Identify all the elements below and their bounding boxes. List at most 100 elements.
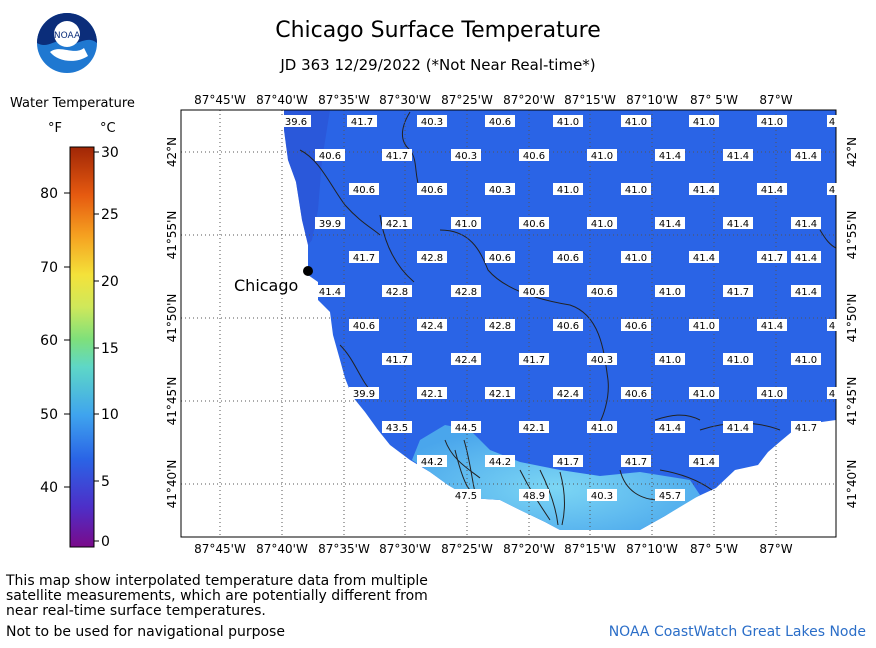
temperature-value: 40.3 (587, 353, 617, 366)
temperature-value: 41.7 (553, 455, 583, 468)
svg-text:NOAA: NOAA (54, 31, 81, 41)
lon-label: 87° 5'W (690, 542, 738, 556)
latitude-labels-right: 42°N 41°55'N 41°50'N 41°45'N 41°40'N (845, 137, 859, 509)
c-tick-label: 10 (101, 407, 119, 423)
temperature-value: 42.8 (417, 251, 447, 264)
disclaimer-text: This map show interpolated temperature d… (6, 573, 428, 619)
svg-text:44.2: 44.2 (421, 457, 443, 468)
temperature-value: 41.4 (757, 183, 787, 196)
temperature-value: 41.0 (689, 319, 719, 332)
temperature-value: 42.4 (553, 387, 583, 400)
lon-label: 87°25'W (441, 542, 493, 556)
svg-text:42.8: 42.8 (455, 287, 477, 298)
svg-text:41.0: 41.0 (761, 389, 783, 400)
temperature-value: 41.4 (757, 319, 787, 332)
temperature-value: 41.4 (791, 285, 821, 298)
svg-text:40.6: 40.6 (557, 253, 579, 264)
temperature-value: 39.6 (281, 115, 311, 128)
temperature-value: 41.0 (655, 285, 685, 298)
temperature-value: 44.2 (485, 455, 515, 468)
svg-text:41.4: 41.4 (795, 287, 817, 298)
temperature-value: 41.0 (587, 149, 617, 162)
temperature-value: 47.5 (451, 489, 481, 502)
temperature-value: 41.0 (689, 115, 719, 128)
svg-text:43.5: 43.5 (386, 423, 408, 434)
temperature-value: 41.4 (655, 149, 685, 162)
lon-label: 87°45'W (194, 542, 246, 556)
svg-text:4: 4 (829, 185, 835, 196)
svg-text:40.6: 40.6 (523, 151, 545, 162)
temperature-value: 41.7 (349, 251, 379, 264)
c-tick-label: 20 (101, 274, 119, 290)
f-tick-label: 40 (40, 480, 58, 496)
c-tick-label: 5 (101, 474, 110, 490)
svg-text:41.4: 41.4 (659, 219, 681, 230)
temperature-value: 41.0 (757, 387, 787, 400)
temperature-value: 41.4 (791, 149, 821, 162)
svg-text:41.7: 41.7 (386, 151, 408, 162)
svg-text:40.6: 40.6 (523, 287, 545, 298)
svg-text:41.4: 41.4 (727, 219, 749, 230)
lon-label: 87°W (759, 93, 792, 107)
temperature-value: 39.9 (315, 217, 345, 230)
warm-water-zone (412, 425, 700, 530)
lon-label: 87°15'W (564, 542, 616, 556)
svg-text:41.0: 41.0 (693, 117, 715, 128)
temperature-value: 40.6 (519, 217, 549, 230)
temperature-value: 41.4 (723, 421, 753, 434)
temperature-value: 41.0 (655, 353, 685, 366)
svg-text:40.3: 40.3 (489, 185, 511, 196)
svg-text:41.7: 41.7 (727, 287, 749, 298)
lon-label: 87°10'W (626, 93, 678, 107)
svg-text:42.8: 42.8 (421, 253, 443, 264)
unit-fahrenheit: °F (48, 121, 62, 136)
temperature-value: 41.0 (791, 353, 821, 366)
svg-text:40.6: 40.6 (353, 321, 375, 332)
temperature-value: 40.6 (553, 251, 583, 264)
svg-text:41.7: 41.7 (523, 355, 545, 366)
svg-text:45.7: 45.7 (659, 491, 681, 502)
temperature-value: 41.4 (791, 217, 821, 230)
svg-text:42.4: 42.4 (455, 355, 477, 366)
temperature-value: 42.1 (485, 387, 515, 400)
temperature-value: 40.6 (485, 115, 515, 128)
temperature-value: 44.2 (417, 455, 447, 468)
svg-text:39.9: 39.9 (353, 389, 375, 400)
temperature-value: 41.7 (791, 421, 821, 434)
temperature-value: 4 (827, 183, 837, 196)
temperature-value: 40.3 (485, 183, 515, 196)
svg-text:4: 4 (829, 117, 835, 128)
svg-text:42.8: 42.8 (489, 321, 511, 332)
lon-label: 87°30'W (379, 542, 431, 556)
svg-text:41.0: 41.0 (625, 117, 647, 128)
svg-text:41.0: 41.0 (693, 389, 715, 400)
temperature-value: 40.6 (519, 285, 549, 298)
temperature-value: 40.6 (519, 149, 549, 162)
svg-text:40.3: 40.3 (591, 491, 613, 502)
temperature-value: 43.5 (382, 421, 412, 434)
svg-text:41.0: 41.0 (455, 219, 477, 230)
svg-text:41.7: 41.7 (761, 253, 783, 264)
svg-text:41.0: 41.0 (659, 287, 681, 298)
svg-text:41.0: 41.0 (761, 117, 783, 128)
fahrenheit-ticks: 40 50 60 70 80 (40, 186, 70, 496)
temperature-value: 4 (827, 387, 837, 400)
longitude-labels-top: 87°45'W 87°40'W 87°35'W 87°30'W 87°25'W 87°20… (194, 93, 793, 107)
svg-text:40.6: 40.6 (625, 321, 647, 332)
lon-label: 87°35'W (318, 542, 370, 556)
svg-text:41.4: 41.4 (727, 151, 749, 162)
svg-text:4: 4 (829, 389, 835, 400)
svg-text:40.6: 40.6 (523, 219, 545, 230)
temperature-value: 41.7 (519, 353, 549, 366)
svg-text:39.6: 39.6 (285, 117, 307, 128)
svg-text:41.4: 41.4 (761, 185, 783, 196)
temperature-labels: 39.6 41.7 40.3 40.6 41.0 41.0 41.0 41.0 4 40.6 41.… (281, 115, 837, 502)
svg-text:41.0: 41.0 (591, 151, 613, 162)
svg-text:40.6: 40.6 (591, 287, 613, 298)
svg-text:42.8: 42.8 (386, 287, 408, 298)
svg-text:48.9: 48.9 (523, 491, 545, 502)
temperature-value: 42.8 (485, 319, 515, 332)
temperature-value: 42.8 (382, 285, 412, 298)
temperature-value: 41.4 (655, 421, 685, 434)
